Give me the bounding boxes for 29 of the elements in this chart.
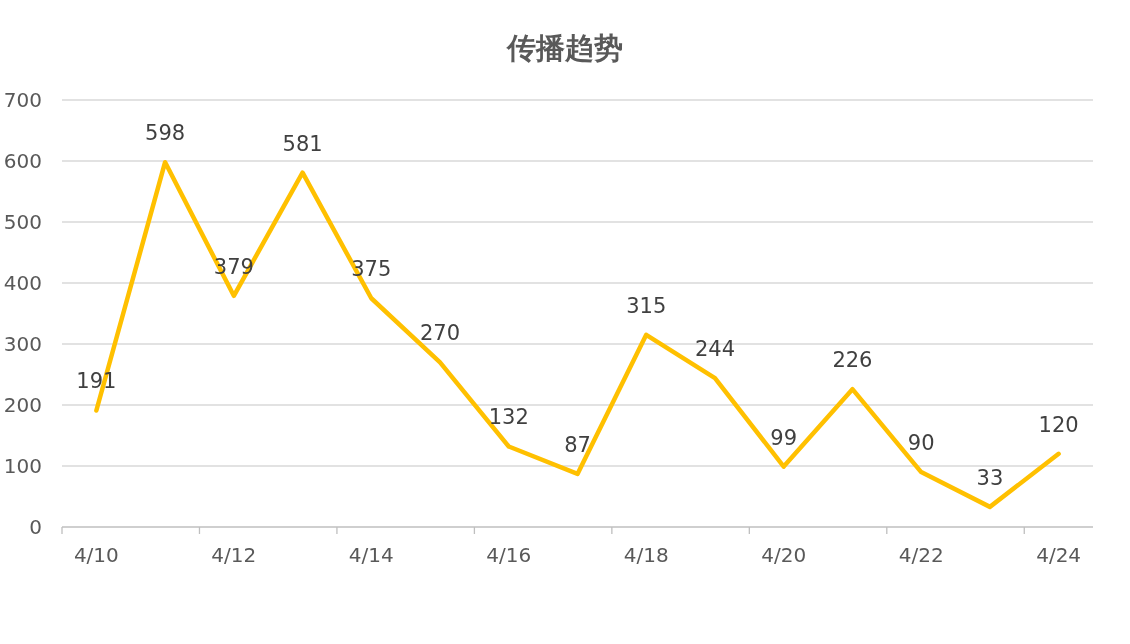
- y-tick-label: 300: [3, 332, 42, 356]
- data-label: 87: [564, 432, 591, 457]
- data-label: 132: [488, 405, 529, 430]
- data-label: 581: [282, 131, 323, 156]
- y-tick-label: 700: [3, 88, 42, 112]
- y-tick-label: 200: [3, 393, 42, 417]
- y-tick-label: 100: [3, 454, 42, 478]
- x-tick-label: 4/12: [211, 543, 257, 567]
- y-tick-label: 600: [3, 149, 42, 173]
- data-label: 244: [694, 337, 736, 362]
- y-tick-label: 400: [3, 271, 42, 295]
- data-label: 99: [770, 425, 798, 450]
- data-label: 90: [907, 431, 935, 456]
- y-tick-label: 0: [29, 515, 42, 539]
- x-tick-label: 4/22: [898, 543, 944, 567]
- data-label: 315: [626, 293, 667, 318]
- data-label: 598: [145, 121, 186, 146]
- x-tick-label: 4/14: [348, 543, 394, 567]
- x-tick-label: 4/10: [73, 543, 119, 567]
- x-tick-label: 4/18: [623, 543, 669, 567]
- x-tick-label: 4/24: [1036, 543, 1082, 567]
- data-label: 270: [419, 321, 461, 346]
- data-label: 120: [1038, 412, 1079, 437]
- y-tick-label: 500: [3, 210, 42, 234]
- x-tick-label: 4/16: [486, 543, 532, 567]
- data-label: 226: [832, 348, 873, 373]
- x-tick-label: 4/20: [761, 543, 807, 567]
- data-label: 33: [976, 465, 1004, 490]
- chart-title: 传播趋势: [506, 31, 623, 65]
